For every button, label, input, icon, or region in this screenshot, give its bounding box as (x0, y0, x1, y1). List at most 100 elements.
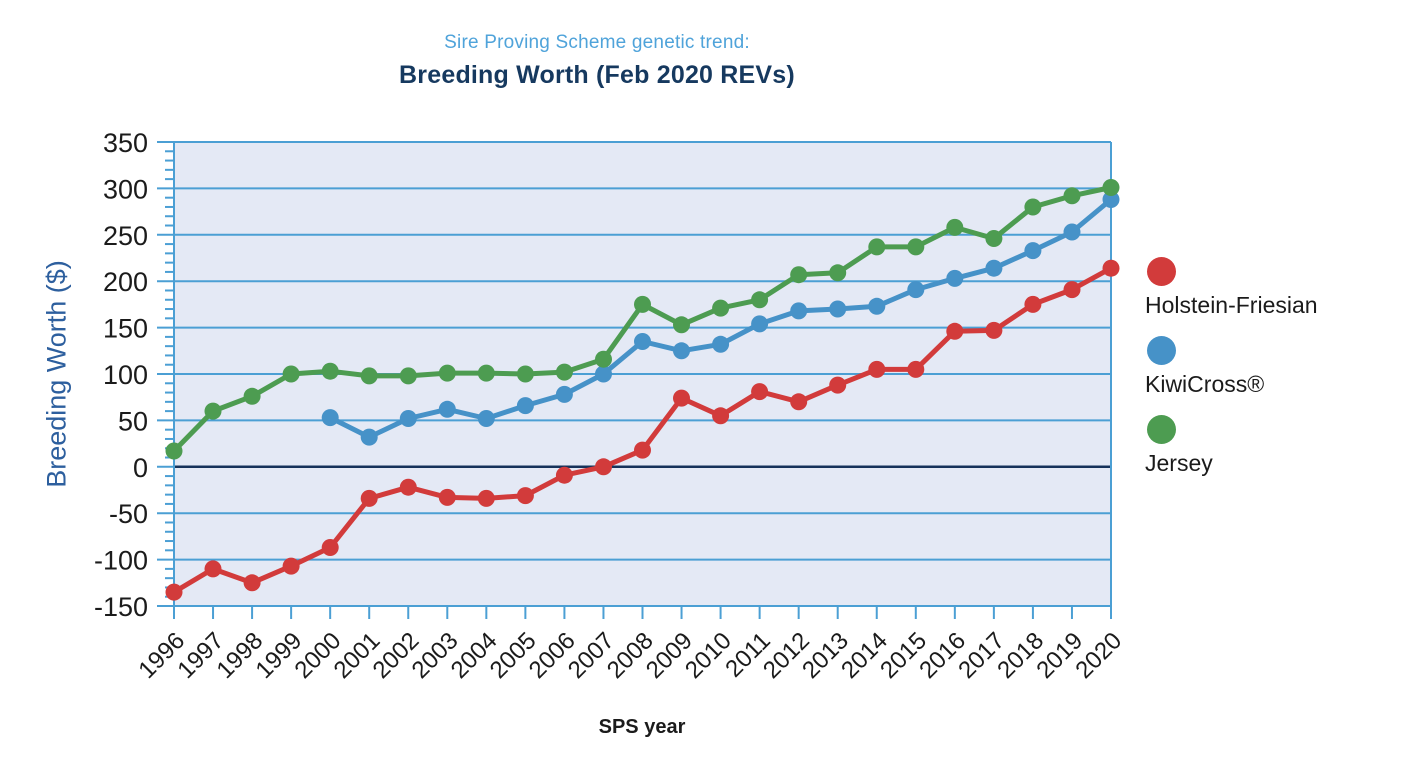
legend-label-jersey: Jersey (1145, 450, 1213, 476)
data-point-kiwicross-2000 (321, 409, 339, 427)
data-point-holstein-friesian-2006 (555, 466, 573, 484)
data-point-jersey-2008 (634, 295, 651, 313)
legend-item-holstein: Holstein-Friesian (1145, 257, 1318, 319)
y-tick-label: 250 (103, 221, 148, 251)
data-point-jersey-2006 (555, 363, 573, 381)
data-point-holstein-friesian-1998 (243, 574, 261, 592)
y-tick-label: 300 (103, 174, 148, 204)
legend-dot-holstein-icon (1147, 257, 1176, 286)
y-tick-label: -100 (94, 546, 148, 576)
data-point-kiwicross-2020 (1102, 191, 1120, 208)
data-point-jersey-2017 (985, 230, 1003, 247)
legend-item-kiwicross: KiwiCross® (1145, 336, 1318, 398)
data-point-jersey-2020 (1102, 179, 1120, 196)
data-point-holstein-friesian-2015 (907, 360, 925, 378)
data-point-jersey-1999 (282, 365, 300, 383)
data-point-kiwicross-2004 (477, 410, 495, 427)
y-tick-label: 350 (103, 128, 148, 158)
y-tick-label: -150 (94, 592, 148, 622)
data-point-jersey-2005 (516, 365, 534, 383)
data-point-jersey-2013 (829, 264, 847, 282)
data-point-kiwicross-2011 (751, 315, 769, 333)
title-block: Sire Proving Scheme genetic trend: Breed… (0, 32, 1194, 90)
data-point-holstein-friesian-2013 (829, 376, 847, 394)
data-point-holstein-friesian-2008 (634, 441, 651, 459)
data-point-holstein-friesian-2018 (1024, 295, 1042, 313)
data-point-jersey-1996 (165, 442, 183, 460)
chart-legend: Holstein-Friesian KiwiCross® Jersey (1145, 257, 1318, 494)
data-point-holstein-friesian-2004 (477, 489, 495, 507)
data-point-jersey-2014 (868, 238, 886, 256)
data-point-kiwicross-2009 (673, 342, 690, 360)
data-point-jersey-2001 (360, 367, 378, 385)
data-point-jersey-2007 (595, 350, 612, 368)
data-point-jersey-2003 (438, 364, 456, 382)
data-point-holstein-friesian-1997 (204, 560, 222, 578)
y-tick-label: -50 (109, 499, 148, 529)
data-point-holstein-friesian-2011 (751, 383, 769, 401)
data-point-jersey-1998 (243, 387, 261, 405)
data-point-holstein-friesian-2001 (360, 489, 378, 507)
data-point-kiwicross-2013 (829, 300, 847, 318)
data-point-holstein-friesian-2017 (985, 321, 1003, 339)
data-point-jersey-2018 (1024, 198, 1042, 216)
data-point-holstein-friesian-2010 (712, 407, 730, 425)
data-point-holstein-friesian-2002 (399, 478, 417, 496)
data-point-kiwicross-2012 (790, 302, 808, 320)
data-point-jersey-2016 (946, 218, 964, 236)
y-tick-label: 100 (103, 360, 148, 390)
data-point-kiwicross-2010 (712, 335, 730, 353)
data-point-holstein-friesian-1996 (165, 583, 183, 601)
data-point-kiwicross-2007 (595, 365, 612, 383)
legend-dot-jersey-icon (1147, 415, 1176, 444)
data-point-holstein-friesian-2014 (868, 360, 886, 378)
data-point-holstein-friesian-2005 (516, 487, 534, 505)
data-point-jersey-2012 (790, 266, 808, 284)
data-point-kiwicross-2003 (438, 400, 456, 418)
data-point-kiwicross-2019 (1063, 223, 1081, 241)
legend-dot-kiwicross-icon (1147, 336, 1176, 365)
legend-label-kiwicross: KiwiCross® (1145, 371, 1265, 397)
data-point-holstein-friesian-2003 (438, 488, 456, 506)
data-point-jersey-2004 (477, 364, 495, 382)
data-point-kiwicross-2016 (946, 269, 964, 287)
legend-item-jersey: Jersey (1145, 415, 1318, 477)
data-point-jersey-2011 (751, 291, 769, 309)
data-point-kiwicross-2001 (360, 428, 378, 446)
legend-label-holstein: Holstein-Friesian (1145, 292, 1318, 318)
data-point-kiwicross-2014 (868, 297, 886, 315)
x-tick-label: 2020 (1070, 627, 1127, 684)
data-point-jersey-2002 (399, 367, 417, 385)
data-point-holstein-friesian-2007 (595, 458, 612, 476)
data-point-kiwicross-2006 (555, 385, 573, 403)
data-point-jersey-2015 (907, 238, 925, 256)
data-point-holstein-friesian-2020 (1102, 259, 1120, 277)
data-point-kiwicross-2005 (516, 397, 534, 415)
data-point-kiwicross-2017 (985, 259, 1003, 277)
data-point-jersey-2019 (1063, 187, 1081, 205)
y-axis-title: Breeding Worth ($) (41, 260, 72, 488)
data-point-jersey-2010 (712, 299, 730, 317)
data-point-holstein-friesian-2019 (1063, 281, 1081, 299)
x-axis-title: SPS year (598, 716, 686, 738)
y-tick-label: 200 (103, 267, 148, 297)
data-point-kiwicross-2002 (399, 410, 417, 427)
y-tick-label: 0 (133, 453, 148, 483)
data-point-kiwicross-2008 (634, 333, 651, 350)
data-point-jersey-2009 (673, 316, 690, 334)
data-point-holstein-friesian-2016 (946, 322, 964, 340)
chart-title: Breeding Worth (Feb 2020 REVs) (399, 61, 795, 89)
data-point-holstein-friesian-2000 (321, 539, 339, 556)
data-point-holstein-friesian-1999 (282, 557, 300, 575)
chart-subtitle: Sire Proving Scheme genetic trend: (444, 32, 750, 53)
data-point-holstein-friesian-2009 (673, 389, 690, 407)
data-point-jersey-1997 (204, 402, 222, 420)
data-point-jersey-2000 (321, 362, 339, 380)
data-point-kiwicross-2018 (1024, 242, 1042, 260)
y-tick-label: 50 (118, 406, 148, 436)
data-point-kiwicross-2015 (907, 281, 925, 299)
data-point-holstein-friesian-2012 (790, 393, 808, 411)
y-tick-label: 150 (103, 314, 148, 344)
